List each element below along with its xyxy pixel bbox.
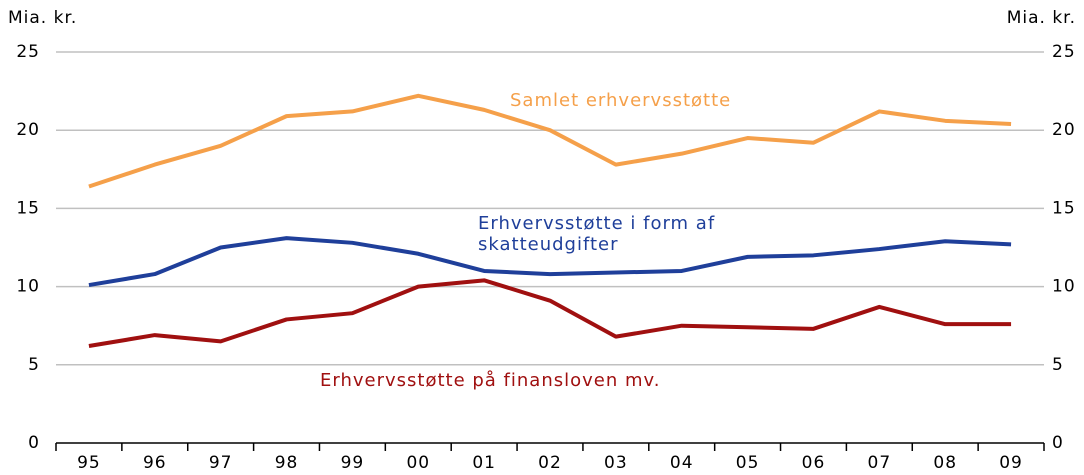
x-tick-label: 02 (538, 453, 562, 473)
x-tick-label: 09 (999, 453, 1023, 473)
y-tick-label: 0 (28, 433, 40, 453)
x-tick-label: 00 (406, 453, 430, 473)
y-tick-label: 15 (16, 198, 40, 218)
series-label: Samlet erhvervsstøtte (510, 90, 732, 111)
series-line (88, 93, 1012, 189)
x-tick-label: 06 (802, 453, 826, 473)
y2-tick-label: 0 (1052, 433, 1064, 453)
x-tick-label: 04 (670, 453, 694, 473)
y2-tick-label: 10 (1052, 277, 1076, 297)
x-tick-label: 07 (868, 453, 892, 473)
x-tick-label: 98 (275, 453, 299, 473)
y2-tick-label: 15 (1052, 198, 1076, 218)
series-line (88, 236, 1012, 288)
y-tick-label: 20 (16, 120, 40, 140)
x-tick-label: 99 (341, 453, 365, 473)
y-tick-label: 5 (28, 355, 40, 375)
y-tick-label: 25 (16, 42, 40, 62)
y2-tick-label: 5 (1052, 355, 1064, 375)
series-line (88, 278, 1012, 349)
y2-tick-label: 20 (1052, 120, 1076, 140)
x-tick-label: 97 (209, 453, 233, 473)
x-tick-label: 95 (77, 453, 101, 473)
y-tick-label: 10 (16, 277, 40, 297)
y2-tick-label: 25 (1052, 42, 1076, 62)
x-tick-label: 96 (143, 453, 167, 473)
series-label: Erhvervsstøtte i form af skatteudgifter (478, 213, 716, 255)
x-tick-label: 08 (933, 453, 957, 473)
x-tick-label: 05 (736, 453, 760, 473)
x-tick-label: 01 (472, 453, 496, 473)
x-tick-label: 03 (604, 453, 628, 473)
series-label: Erhvervsstøtte på finansloven mv. (320, 370, 661, 391)
y-axis-label: Mia. kr. (8, 8, 77, 28)
y2-axis-label: Mia. kr. (1007, 8, 1076, 28)
